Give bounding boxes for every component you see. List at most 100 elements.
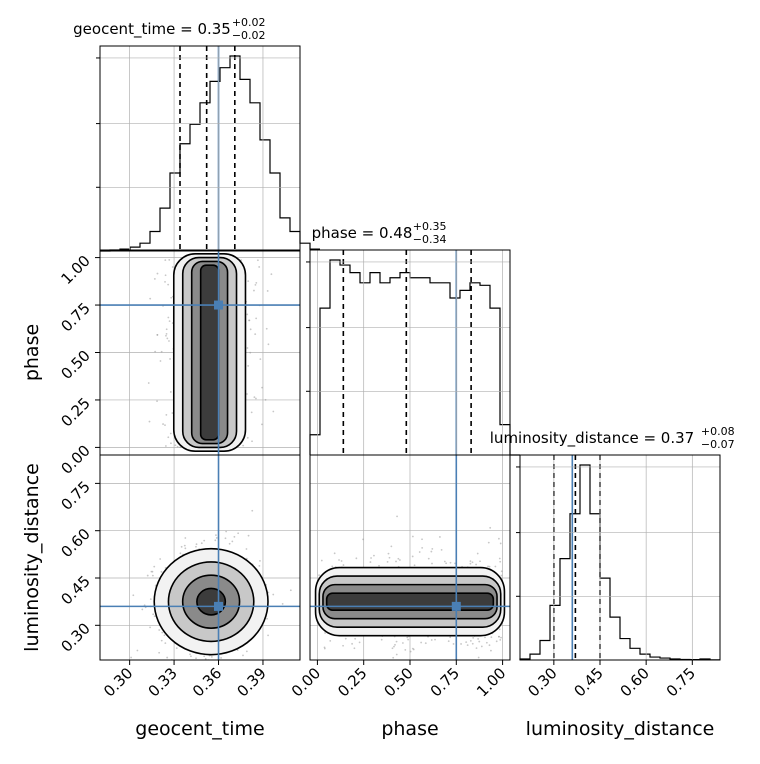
sample-point — [490, 649, 492, 652]
sample-point — [242, 654, 244, 657]
sample-point — [344, 637, 347, 640]
sample-point — [261, 386, 263, 389]
sample-point — [253, 289, 255, 292]
sample-point — [498, 557, 501, 560]
sample-point — [149, 297, 152, 300]
x-axis-label-phase: phase — [381, 718, 438, 740]
sample-point — [230, 671, 232, 673]
sample-point — [176, 445, 179, 448]
contour-level-3 — [325, 592, 495, 611]
sample-point — [386, 561, 389, 563]
sample-point — [378, 564, 380, 567]
sample-point — [162, 423, 164, 425]
sample-point — [167, 316, 170, 319]
sample-point — [160, 639, 163, 642]
sample-point — [237, 532, 240, 535]
sample-point — [168, 340, 170, 342]
sample-point — [149, 598, 152, 601]
truth-marker-2 — [451, 601, 461, 611]
sample-point — [400, 661, 402, 663]
sample-point — [374, 667, 376, 669]
sample-point — [160, 350, 163, 353]
sample-point — [151, 570, 154, 573]
truth-marker-1 — [214, 601, 224, 611]
hist-frame-luminosity_distance — [519, 454, 721, 661]
hist-title-sup-phase: +0.35 — [413, 220, 447, 233]
xtick-label-phase-1: 0.25 — [334, 664, 370, 700]
xtick-label-geocent_time-3: 0.39 — [233, 664, 269, 700]
sample-point — [159, 558, 162, 560]
sample-point — [418, 551, 421, 553]
sample-point — [354, 637, 357, 640]
sample-point — [373, 554, 375, 557]
sample-point — [440, 548, 443, 551]
sample-point — [404, 648, 407, 651]
sample-point — [320, 559, 323, 562]
x-axis-label-geocent_time: geocent_time — [135, 718, 264, 740]
sample-point — [499, 542, 502, 545]
xtick-label-geocent_time-1: 0.33 — [145, 664, 181, 700]
sample-point — [189, 653, 191, 656]
sample-point — [258, 564, 261, 567]
sample-point — [499, 638, 502, 641]
sample-point — [478, 667, 480, 669]
sample-point — [323, 646, 326, 649]
sample-point — [171, 266, 174, 268]
sample-point — [398, 559, 401, 561]
hist-title-sub-geocent_time: −0.02 — [232, 29, 266, 42]
xtick-label-luminosity_distance-1: 0.45 — [570, 664, 606, 700]
sample-point — [147, 382, 150, 384]
sample-point — [231, 540, 234, 543]
sample-point — [362, 538, 364, 541]
sample-point — [175, 647, 178, 650]
sample-point — [164, 424, 166, 427]
sample-point — [190, 662, 192, 664]
sample-point — [390, 545, 393, 548]
sample-point — [266, 290, 269, 292]
sample-point — [248, 319, 251, 322]
sample-point — [477, 656, 480, 659]
sample-point — [169, 391, 172, 393]
sample-point — [165, 413, 168, 416]
sample-point — [394, 643, 396, 646]
sample-point — [395, 560, 397, 563]
sample-point — [498, 628, 501, 631]
contour-level-3 — [196, 587, 227, 616]
sample-point — [498, 537, 500, 540]
sample-point — [228, 542, 231, 545]
sample-point — [395, 640, 398, 643]
sample-point — [165, 334, 167, 337]
contour-level-3 — [199, 264, 220, 441]
sample-point — [251, 440, 253, 443]
sample-point — [158, 651, 161, 654]
sample-point — [476, 552, 479, 555]
sample-point — [421, 538, 423, 541]
hist-title-luminosity_distance: luminosity_distance = 0.37 — [490, 429, 694, 448]
sample-point — [411, 555, 414, 558]
sample-point — [195, 657, 197, 660]
sample-point — [199, 663, 201, 665]
ytick-label-luminosity_distance-0: 0.30 — [57, 619, 93, 655]
sample-point — [195, 545, 197, 548]
sample-point — [420, 641, 423, 644]
sample-point — [443, 560, 446, 563]
sample-point — [184, 547, 187, 550]
sample-point — [447, 640, 450, 643]
sample-point — [265, 327, 268, 330]
sample-point — [488, 644, 491, 647]
sample-point — [460, 643, 462, 645]
sample-point — [409, 650, 412, 653]
sample-point — [480, 645, 483, 648]
sample-point — [264, 398, 267, 401]
sample-point — [358, 641, 361, 644]
sample-point — [452, 643, 455, 645]
ytick-label-phase-2: 0.50 — [57, 347, 93, 383]
sample-point — [159, 360, 162, 362]
sample-point — [266, 617, 268, 620]
sample-point — [396, 515, 398, 518]
sample-point — [475, 647, 478, 650]
sample-point — [152, 613, 155, 616]
sample-point — [430, 639, 433, 641]
sample-point — [387, 552, 390, 555]
